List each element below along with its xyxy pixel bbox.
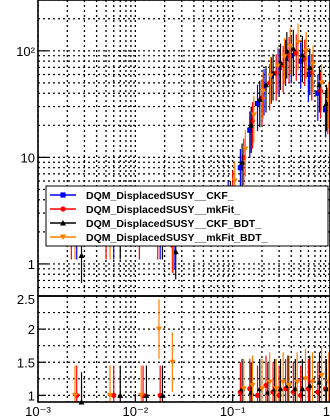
x-tick-label: 10⁻³: [25, 404, 51, 417]
data-point: [256, 96, 263, 102]
data-point: [290, 45, 297, 52]
data-point: [318, 373, 325, 379]
data-point: [309, 379, 316, 386]
main-plot-panel: 10² 10 1: [16, 0, 330, 297]
data-point: [60, 220, 66, 226]
x-tick-label: 10⁻²: [123, 404, 149, 417]
y-tick-label: 1.5: [17, 355, 35, 370]
data-point: [242, 146, 249, 152]
data-point: [239, 159, 246, 165]
data-point: [281, 54, 288, 60]
x-tick-label: 1: [323, 404, 330, 417]
data-point: [267, 80, 273, 86]
data-point: [250, 112, 257, 118]
legend-entry-label: DQM_DisplacedSUSY__CKF_: [86, 190, 234, 202]
data-point: [117, 392, 124, 398]
data-point: [60, 234, 66, 240]
legend-entry-label: DQM_DisplacedSUSY__mkFit_BDT_: [86, 232, 268, 244]
data-point: [299, 51, 306, 58]
data-point: [302, 376, 309, 382]
data-point: [261, 85, 267, 91]
data-point: [107, 392, 114, 399]
data-point: [299, 385, 306, 392]
y-tick-label: 1: [28, 257, 35, 272]
data-point: [111, 392, 117, 398]
legend-entry-label: DQM_DisplacedSUSY__mkFit_: [86, 204, 240, 216]
y-tick-label: 2.5: [17, 292, 35, 307]
data-point: [266, 379, 273, 386]
data-point: [283, 47, 290, 54]
y-tick-label: 2: [28, 322, 35, 337]
data-point: [283, 55, 289, 61]
data-point: [276, 64, 282, 70]
data-point: [305, 71, 312, 78]
data-point: [277, 385, 284, 392]
data-point: [247, 127, 253, 133]
data-point: [260, 88, 267, 94]
data-point: [298, 58, 304, 64]
data-point: [306, 382, 313, 388]
data-point: [303, 48, 310, 54]
data-point: [318, 80, 325, 86]
data-point: [306, 64, 313, 70]
data-point: [294, 379, 301, 386]
data-point: [248, 122, 255, 128]
data-point: [325, 379, 330, 386]
data-point: [315, 90, 321, 96]
data-point: [325, 98, 330, 104]
data-point: [60, 206, 66, 212]
data-point: [316, 81, 323, 88]
data-point: [310, 61, 317, 68]
data-point: [254, 392, 261, 398]
data-point: [262, 81, 269, 88]
legend-box: [45, 185, 329, 247]
data-point: [295, 39, 302, 46]
data-point: [286, 382, 293, 389]
data-point: [155, 326, 162, 333]
data-point: [172, 248, 179, 255]
data-point: [273, 386, 280, 392]
data-point: [323, 385, 330, 392]
data-point: [317, 88, 324, 94]
data-point: [277, 59, 284, 65]
data-point: [316, 379, 323, 385]
x-tick-label: 10⁻¹: [220, 404, 246, 417]
data-point: [287, 43, 294, 50]
y-tick-label: 10: [21, 150, 35, 165]
legend: DQM_DisplacedSUSY__CKF_ DQM_DisplacedSUSY…: [45, 185, 329, 247]
legend-entry-label: DQM_DisplacedSUSY__CKF_BDT_: [86, 218, 261, 230]
data-point: [237, 165, 243, 171]
y-tick-label: 10²: [16, 44, 35, 59]
data-point: [267, 73, 274, 80]
data-point: [254, 100, 261, 107]
data-point: [280, 379, 287, 386]
data-point: [138, 392, 145, 399]
data-point: [231, 178, 238, 185]
data-point: [323, 100, 330, 107]
ratio-plot-frame: [37, 295, 330, 403]
data-point: [258, 386, 265, 392]
data-point: [159, 392, 166, 398]
data-point: [143, 392, 150, 398]
y-tick-label: 1: [28, 388, 35, 403]
data-point: [322, 107, 329, 113]
data-point: [169, 359, 176, 366]
data-point: [60, 192, 66, 198]
data-point: [249, 382, 256, 389]
data-point: [78, 252, 85, 258]
data-point: [274, 63, 281, 70]
data-point: [72, 392, 79, 399]
data-point: [240, 386, 247, 392]
